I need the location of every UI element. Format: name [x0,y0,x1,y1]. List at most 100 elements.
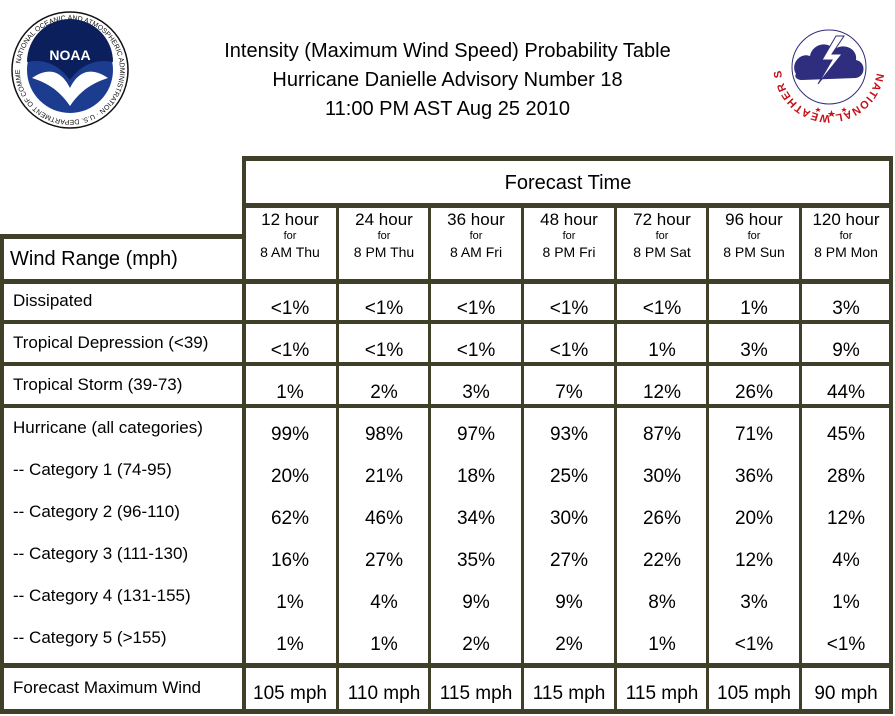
column-header: 48 hour for 8 PM Fri [524,210,614,261]
probability-cell: 99% [270,424,310,445]
probability-cell: 16% [270,550,310,571]
row-label: Tropical Storm (39-73) [13,375,183,394]
max-wind-cell: 115 mph [532,683,606,704]
title-line-2: Hurricane Danielle Advisory Number 18 [272,69,623,91]
table-border [242,203,893,208]
forecast-time-header: Forecast Time [504,172,632,194]
column-header-hours: 36 hour [447,210,505,229]
probability-cell: 1% [276,634,304,655]
probability-cell: 1% [648,340,676,361]
table-border [242,203,246,713]
column-header-for: for [469,230,483,242]
probability-cell: 12% [826,508,866,529]
probability-cell: 9% [462,592,490,613]
table-border [521,203,524,713]
column-header-hours: 96 hour [725,210,783,229]
probability-cell: 2% [462,634,490,655]
row-label: -- Category 3 (111-130) [13,544,189,563]
probability-cell: 12% [642,382,682,403]
probability-cell: <1% [364,298,404,319]
probability-cell: <1% [364,340,404,361]
probability-cell: 30% [549,508,589,529]
probability-cell: <1% [270,340,310,361]
probability-cell: 1% [276,382,304,403]
column-header-when: 8 AM Fri [449,244,503,260]
probability-cell: 34% [456,508,496,529]
probability-cell: 26% [734,382,774,403]
column-header-hours: 48 hour [540,210,598,229]
table-border [0,709,893,714]
column-header-when: 8 PM Thu [353,244,415,260]
table-border [799,203,802,713]
column-header: 72 hour for 8 PM Sat [617,210,707,261]
title-line-3: 11:00 PM AST Aug 25 2010 [325,98,570,120]
probability-cell: 22% [642,550,682,571]
probability-cell: 3% [462,382,490,403]
max-wind-cell: 115 mph [625,683,699,704]
probability-cell: <1% [456,298,496,319]
column-header-hours: 72 hour [633,210,691,229]
probability-cell: 7% [555,382,583,403]
column-header-when: 8 PM Mon [814,244,878,260]
column-header: 96 hour for 8 PM Sun [709,210,799,261]
probability-cell: 93% [549,424,589,445]
table-border [242,156,246,236]
probability-cell: 21% [364,466,404,487]
probability-cell: <1% [642,298,682,319]
column-header-for: for [283,230,297,242]
column-header-hours: 12 hour [261,210,319,229]
max-wind-cell: 105 mph [717,683,791,704]
column-header: 24 hour for 8 PM Thu [339,210,429,261]
probability-cell: 35% [456,550,496,571]
probability-cell: 20% [270,466,310,487]
table-border [614,203,617,713]
table-border [428,203,431,713]
probability-cell: 71% [734,424,774,445]
probability-cell: 87% [642,424,682,445]
max-wind-cell: 105 mph [253,683,327,704]
probability-cell: 2% [370,382,398,403]
probability-cell: 4% [370,592,398,613]
column-header-when: 8 PM Fri [542,244,596,260]
column-header-hours: 120 hour [812,210,880,229]
probability-cell: 12% [734,550,774,571]
probability-cell: <1% [270,298,310,319]
column-header-for: for [377,230,391,242]
probability-cell: 20% [734,508,774,529]
probability-cell: 9% [555,592,583,613]
max-wind-label: Forecast Maximum Wind [13,678,201,697]
probability-cell: 3% [740,340,768,361]
probability-cell: 25% [549,466,589,487]
probability-cell: 98% [364,424,404,445]
column-header-for: for [747,230,761,242]
table-border [0,234,246,239]
probability-cell: 1% [832,592,860,613]
table-border [889,156,893,713]
probability-cell: 4% [832,550,860,571]
wind-range-header: Wind Range (mph) [10,248,178,270]
probability-cell: 45% [826,424,866,445]
row-label: Hurricane (all categories) [13,418,203,437]
column-header: 36 hour for 8 AM Fri [431,210,521,261]
probability-cell: 62% [270,508,310,529]
probability-cell: 9% [832,340,860,361]
title-line-1: Intensity (Maximum Wind Speed) Probabili… [224,40,671,62]
row-label: -- Category 1 (74-95) [13,460,172,479]
probability-cell: 3% [740,592,768,613]
probability-cell: 1% [276,592,304,613]
noaa-logo: NATIONAL OCEANIC AND ATMOSPHERIC ADMINIS… [10,10,129,129]
probability-cell: <1% [826,634,866,655]
table-border [336,203,339,713]
probability-cell: 27% [364,550,404,571]
row-label: -- Category 5 (>155) [13,628,167,647]
table-border [0,279,893,284]
probability-cell: 30% [642,466,682,487]
column-header-when: 8 PM Sun [723,244,785,260]
table-border [0,320,893,324]
probability-cell: 46% [364,508,404,529]
row-label: Tropical Depression (<39) [13,333,209,352]
row-label: Dissipated [13,291,93,310]
column-header-for: for [562,230,576,242]
probability-cell: 1% [740,298,768,319]
table-border [0,663,893,668]
